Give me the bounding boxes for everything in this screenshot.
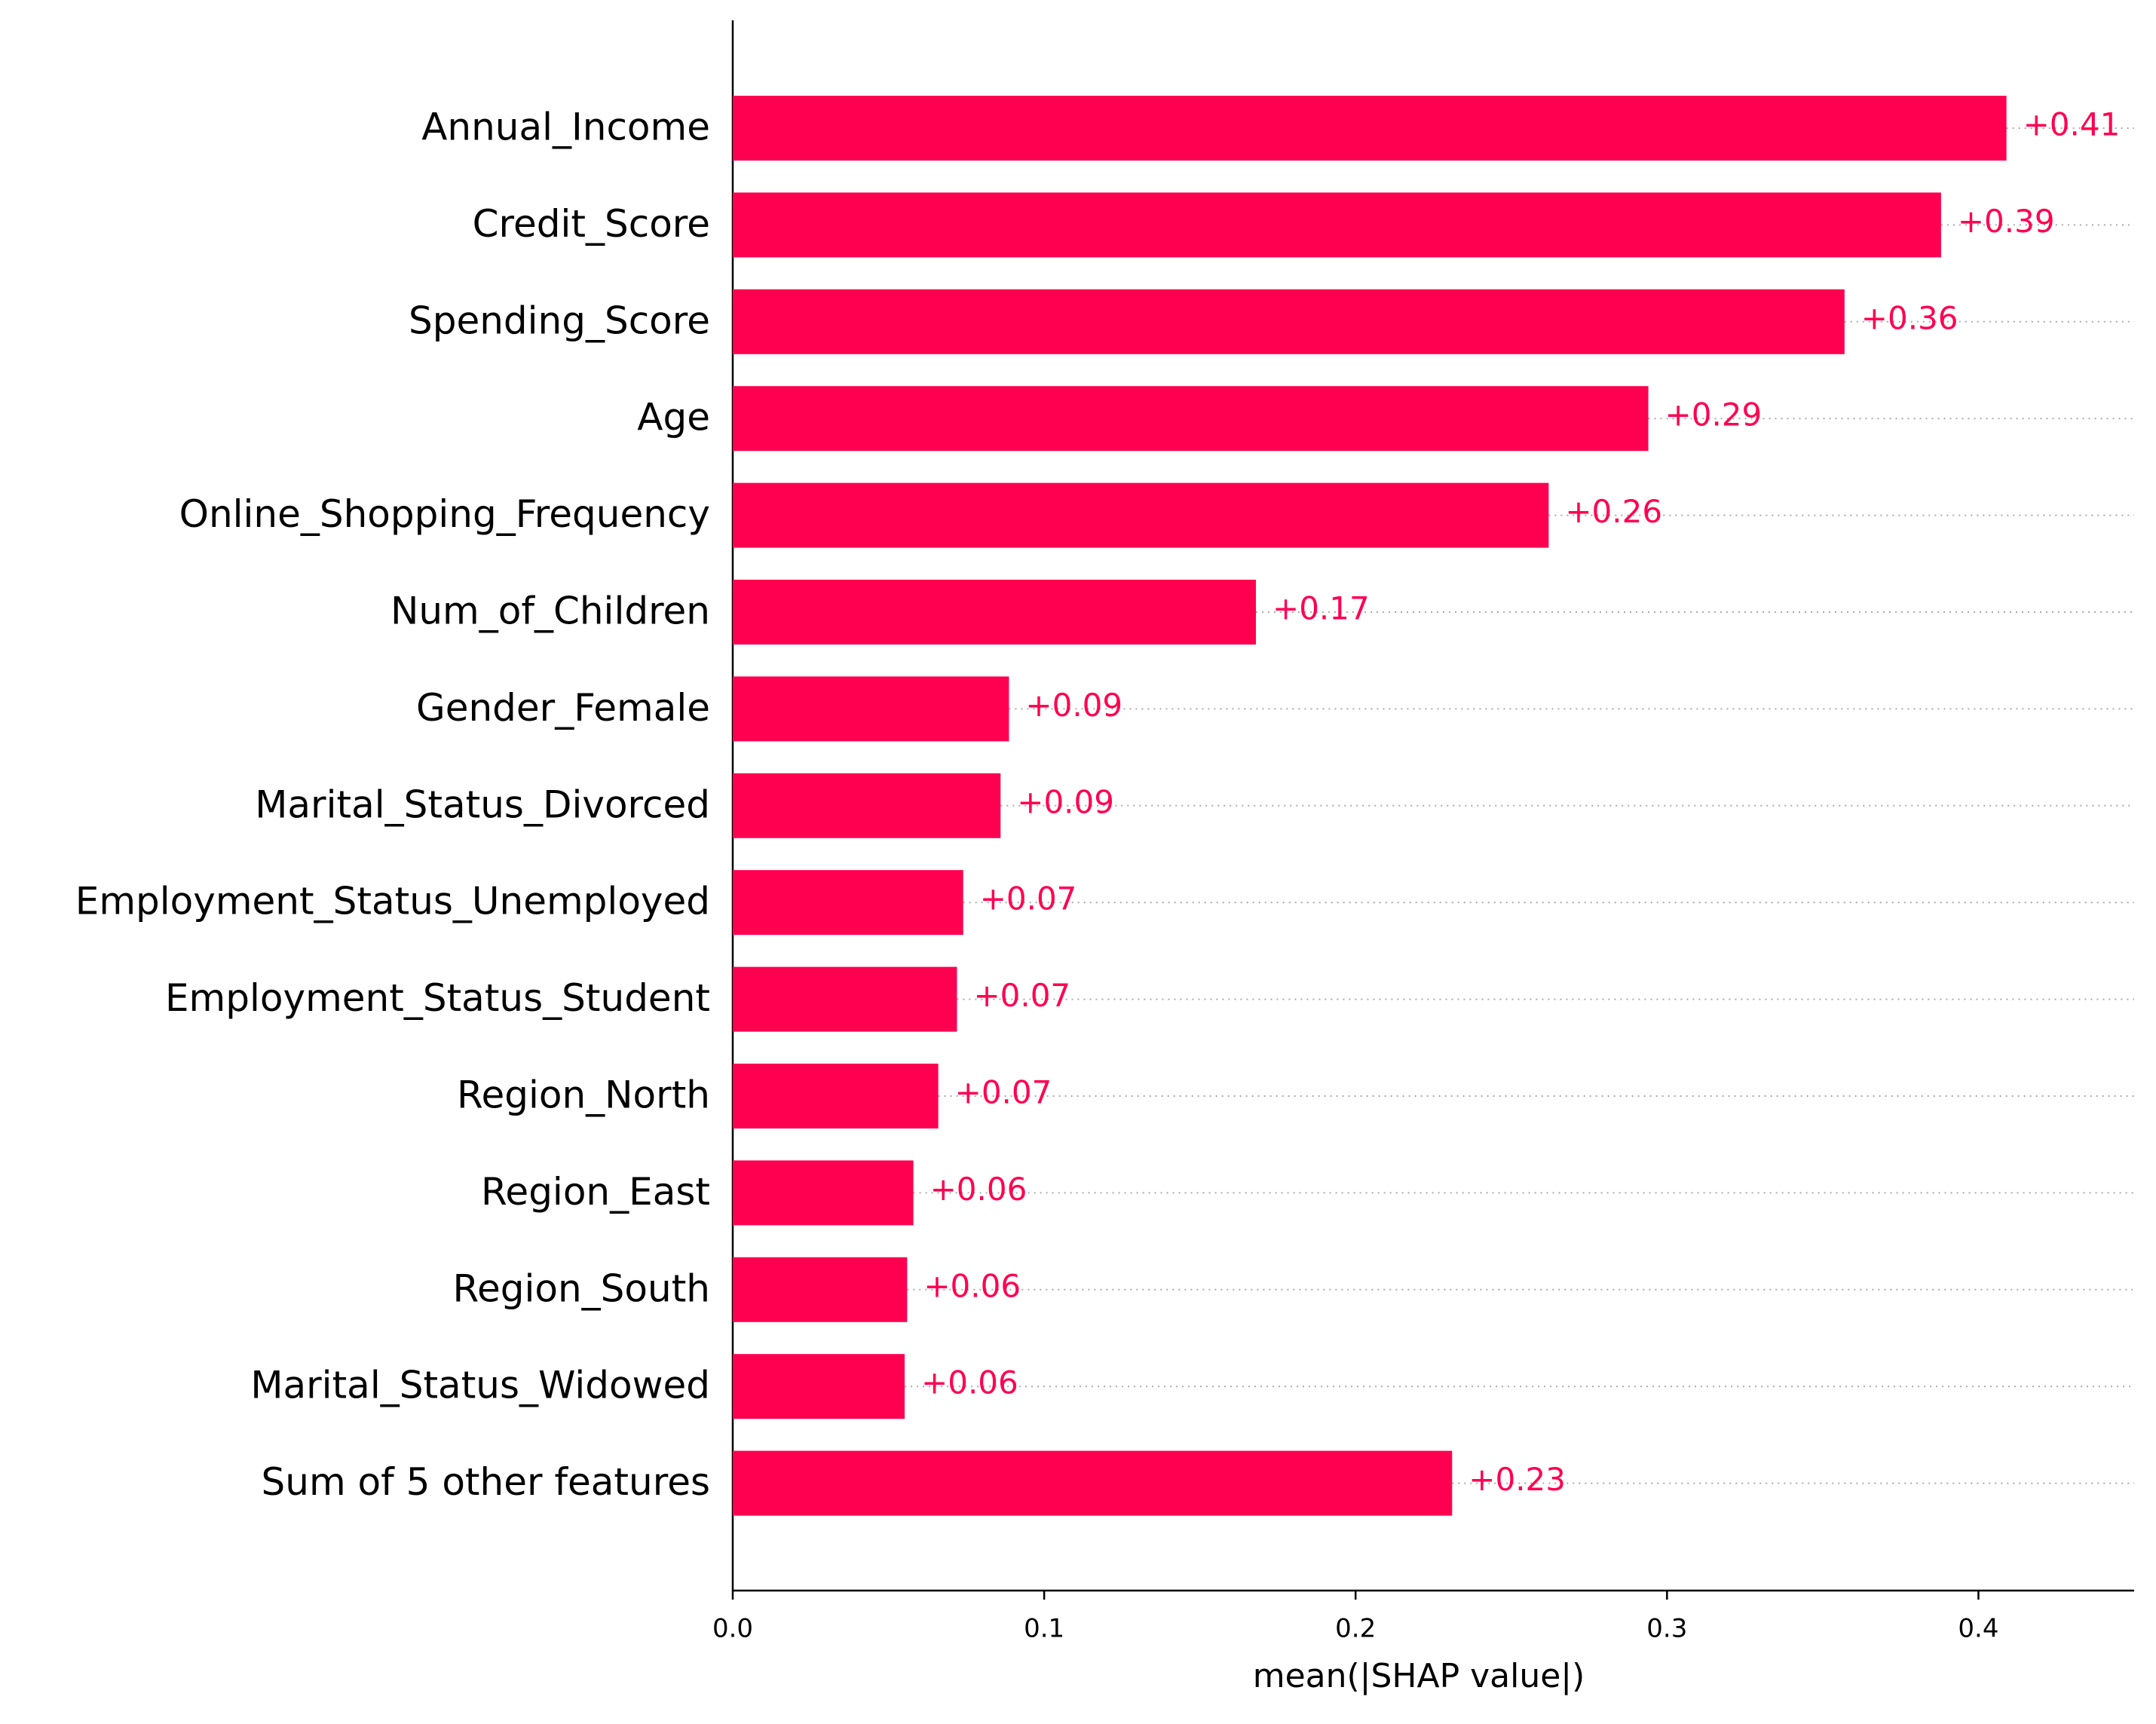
- bar: [733, 966, 957, 1032]
- y-tick-label: Sum of 5 other features: [262, 1460, 710, 1504]
- bar: [733, 1257, 908, 1322]
- bar: [733, 580, 1257, 645]
- y-tick-label: Annual_Income: [421, 106, 710, 149]
- value-label: +0.17: [1272, 590, 1370, 627]
- bar: [733, 289, 1845, 354]
- value-label: +0.07: [980, 880, 1077, 917]
- value-label: +0.06: [930, 1171, 1027, 1208]
- bar: [733, 192, 1941, 258]
- bar: [733, 1354, 905, 1419]
- y-tick-label: Marital_Status_Widowed: [250, 1364, 710, 1407]
- x-axis-label: mean(|SHAP value|): [1253, 1657, 1585, 1695]
- value-label: +0.29: [1665, 397, 1762, 433]
- bar: [733, 676, 1009, 742]
- y-tick-label: Num_of_Children: [390, 589, 710, 633]
- bar: [733, 386, 1649, 452]
- y-tick-label: Spending_Score: [409, 299, 710, 342]
- x-tick-label: 0.3: [1646, 1614, 1687, 1644]
- y-tick-label: Employment_Status_Unemployed: [75, 880, 710, 923]
- bar: [733, 1450, 1453, 1516]
- value-label: +0.07: [973, 977, 1070, 1014]
- value-label: +0.09: [1025, 687, 1122, 724]
- y-tick-label: Region_East: [481, 1170, 710, 1214]
- x-tick-label: 0.2: [1335, 1614, 1376, 1644]
- y-tick-label: Online_Shopping_Frequency: [179, 492, 710, 536]
- y-tick-label: Marital_Status_Divorced: [255, 782, 710, 826]
- x-tick-label: 0.4: [1958, 1614, 1998, 1644]
- value-label: +0.23: [1468, 1461, 1566, 1498]
- bar: [733, 1160, 914, 1226]
- y-tick-label: Employment_Status_Student: [165, 976, 710, 1020]
- value-label: +0.09: [1017, 783, 1114, 820]
- y-tick-label: Gender_Female: [416, 686, 710, 730]
- value-label: +0.06: [921, 1364, 1018, 1401]
- x-tick-label: 0.0: [712, 1614, 753, 1644]
- value-label: +0.26: [1565, 493, 1662, 530]
- y-tick-label: Region_North: [457, 1073, 710, 1117]
- bar: [733, 1064, 939, 1128]
- bar: [733, 96, 2007, 161]
- value-label: +0.06: [923, 1267, 1021, 1304]
- y-tick-label: Credit_Score: [473, 202, 710, 246]
- value-label: +0.36: [1861, 299, 1958, 336]
- bar: [733, 870, 963, 935]
- bar: [733, 773, 1001, 838]
- y-tick-label: Region_South: [453, 1266, 710, 1310]
- value-label: +0.39: [1958, 203, 2055, 240]
- value-label: +0.07: [955, 1074, 1052, 1111]
- y-tick-label: Age: [637, 396, 710, 439]
- bar: [733, 482, 1549, 548]
- x-tick-label: 0.1: [1024, 1614, 1064, 1644]
- value-label: +0.41: [2023, 106, 2121, 143]
